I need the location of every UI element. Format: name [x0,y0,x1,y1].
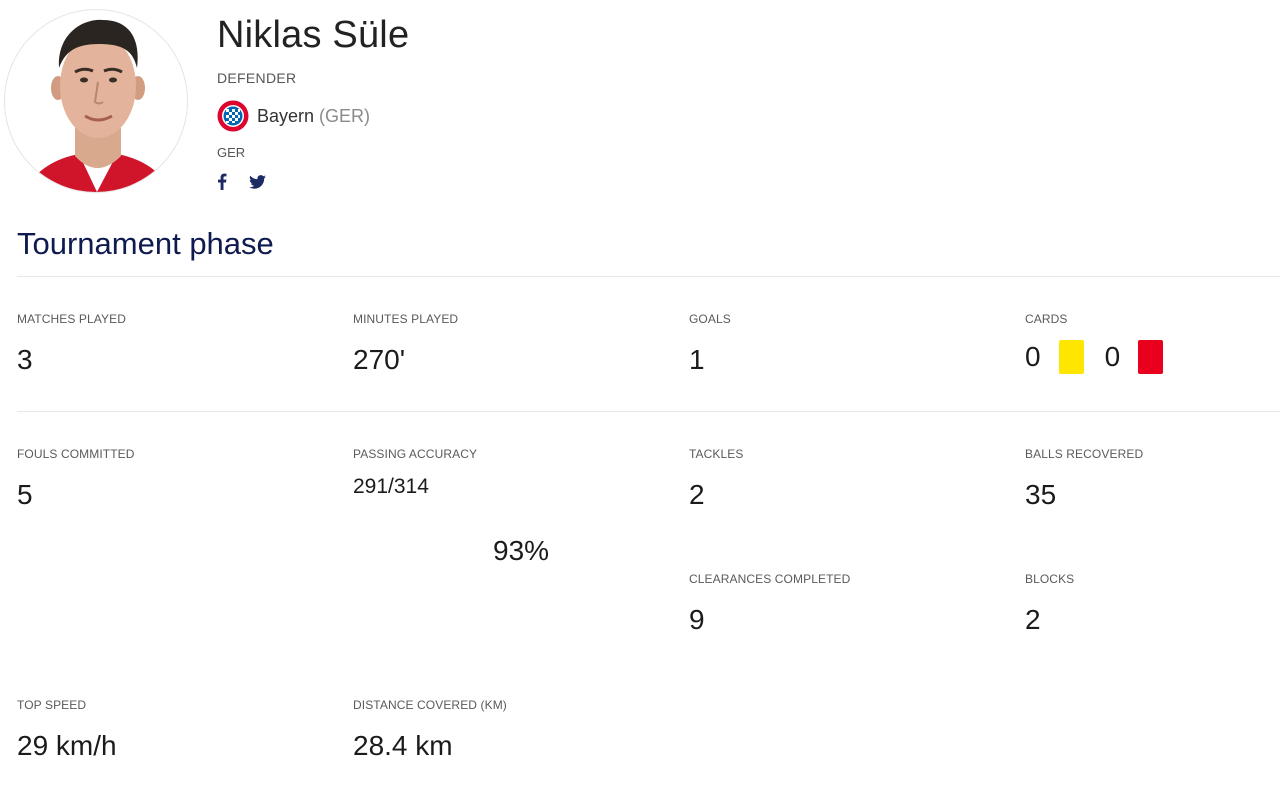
twitter-icon[interactable] [249,174,266,189]
stat-value: 29 km/h [17,730,117,761]
stat-label: MATCHES PLAYED [17,312,126,326]
row-divider [17,411,1280,412]
stat-label: CLEARANCES COMPLETED [689,572,851,586]
stat-label: MINUTES PLAYED [353,312,459,326]
stat-label: GOALS [689,312,731,326]
stat-value: 2 [689,479,705,510]
red-card-icon [1138,340,1164,374]
stat-distance-covered: DISTANCE COVERED (KM) 28.4 km [353,698,507,762]
stat-value: 270' [353,344,406,375]
stat-matches-played: MATCHES PLAYED 3 [17,312,126,376]
stat-value: 2 [1025,604,1041,635]
stat-value: 35 [1025,479,1057,510]
yellow-card-icon [1058,340,1084,374]
stat-value: 5 [17,479,33,510]
section-divider [17,276,1280,277]
stat-blocks: BLOCKS 2 [1025,572,1074,636]
stat-clearances-completed: CLEARANCES COMPLETED 9 [689,572,850,636]
stat-value: 28.4 km [353,730,453,761]
stat-label: DISTANCE COVERED (KM) [353,698,507,712]
player-name: Niklas Süle [217,14,410,56]
yellow-cards-count: 0 [1025,341,1041,372]
bayern-club-logo-icon [217,100,249,132]
stat-value: 1 [689,344,705,375]
stat-value: 9 [689,604,705,635]
stat-goals: GOALS 1 [689,312,731,376]
stat-label: CARDS [1025,312,1068,326]
stat-cards: CARDS 0 0 [1025,312,1164,374]
facebook-icon[interactable] [217,173,227,190]
cards-row: 0 0 [1025,340,1164,374]
club-name: Bayern (GER) [257,106,370,127]
passing-percent: 93% [493,535,550,566]
stat-tackles: TACKLES 2 [689,447,744,511]
stat-label: BALLS RECOVERED [1025,447,1144,461]
stat-label: PASSING ACCURACY [353,447,478,461]
stat-fouls-committed: FOULS COMMITTED 5 [17,447,135,511]
stat-value: 3 [17,344,33,375]
red-cards-count: 0 [1104,341,1121,372]
stat-label: TACKLES [689,447,744,461]
stat-minutes-played: MINUTES PLAYED 270' [353,312,458,376]
stat-balls-recovered: BALLS RECOVERED 35 [1025,447,1143,511]
club-name-text: Bayern [257,105,315,126]
player-photo [4,9,188,193]
stat-top-speed: TOP SPEED 29 km/h [17,698,117,762]
stat-passing-accuracy: PASSING ACCURACY 291/314 [353,447,477,499]
player-nationality: GER [217,145,246,160]
stat-label: FOULS COMMITTED [17,447,135,461]
stat-label: TOP SPEED [17,698,87,712]
player-position: DEFENDER [217,70,297,86]
section-title: Tournament phase [17,226,274,261]
club-row[interactable]: Bayern (GER) [217,100,370,132]
social-links [217,173,266,190]
stat-label: BLOCKS [1025,572,1075,586]
club-country: (GER) [319,105,371,126]
passing-fraction: 291/314 [353,475,429,498]
